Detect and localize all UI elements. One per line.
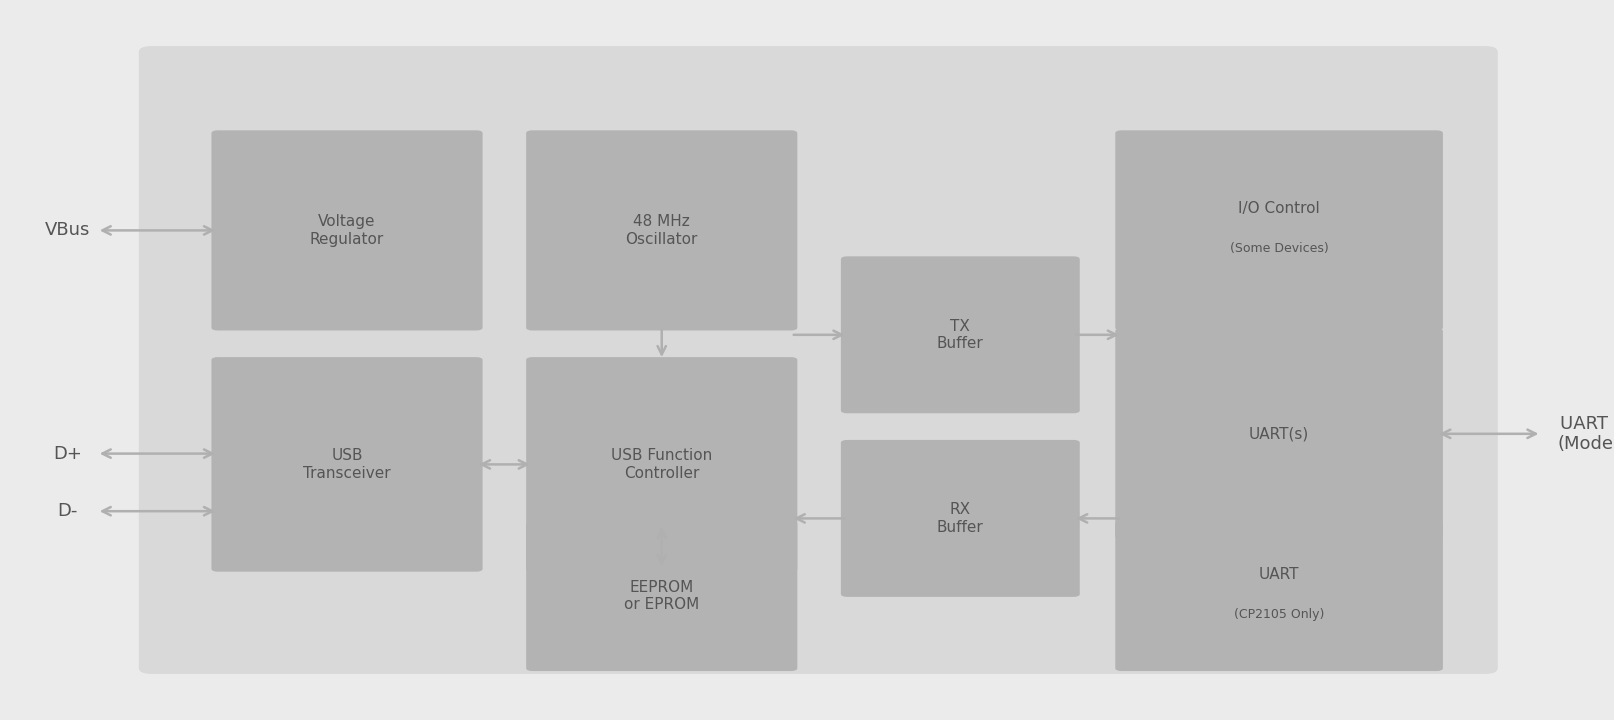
Text: 48 MHz
Oscillator: 48 MHz Oscillator <box>626 215 697 246</box>
Text: EEPROM
or EPROM: EEPROM or EPROM <box>625 580 699 612</box>
FancyBboxPatch shape <box>139 46 1498 674</box>
Text: USB
Transceiver: USB Transceiver <box>303 448 391 481</box>
Text: (CP2105 Only): (CP2105 Only) <box>1235 608 1323 621</box>
FancyBboxPatch shape <box>526 357 797 572</box>
FancyBboxPatch shape <box>1115 521 1443 671</box>
FancyBboxPatch shape <box>211 357 483 572</box>
Text: I/O Control: I/O Control <box>1238 202 1320 216</box>
FancyBboxPatch shape <box>1115 130 1443 330</box>
Text: UART(s): UART(s) <box>1249 426 1309 441</box>
FancyBboxPatch shape <box>526 521 797 671</box>
FancyBboxPatch shape <box>526 130 797 330</box>
Text: (Some Devices): (Some Devices) <box>1230 242 1328 255</box>
Text: D+: D+ <box>53 444 82 463</box>
Text: VBus: VBus <box>45 222 90 239</box>
Text: TX
Buffer: TX Buffer <box>938 318 983 351</box>
Text: RX
Buffer: RX Buffer <box>938 503 983 534</box>
Text: USB Function
Controller: USB Function Controller <box>612 448 712 481</box>
FancyBboxPatch shape <box>211 130 483 330</box>
FancyBboxPatch shape <box>841 256 1080 413</box>
FancyBboxPatch shape <box>841 440 1080 597</box>
Text: UART I/F
(Modem): UART I/F (Modem) <box>1558 415 1614 453</box>
Text: D-: D- <box>58 503 77 520</box>
FancyBboxPatch shape <box>1115 328 1443 539</box>
Text: UART: UART <box>1259 567 1299 582</box>
Text: Voltage
Regulator: Voltage Regulator <box>310 215 384 246</box>
